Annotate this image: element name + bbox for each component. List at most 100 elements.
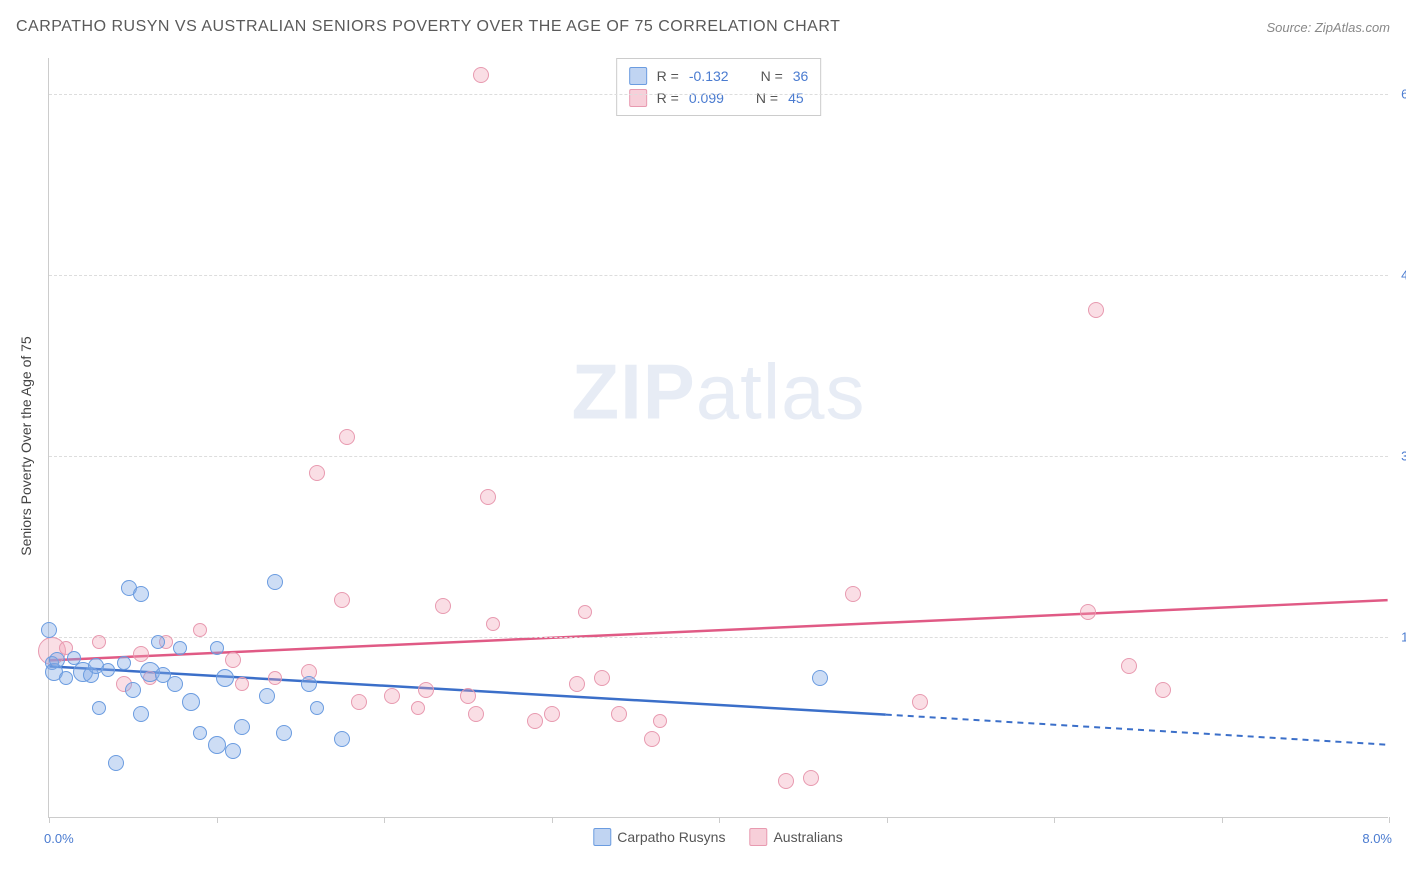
- scatter-point-australians: [334, 592, 350, 608]
- stat-r-value: -0.132: [689, 68, 729, 84]
- scatter-point-carpatho: [125, 682, 141, 698]
- scatter-point-australians: [193, 623, 207, 637]
- y-axis-label: Seniors Poverty Over the Age of 75: [18, 336, 34, 555]
- scatter-point-australians: [235, 677, 249, 691]
- title-bar: CARPATHO RUSYN VS AUSTRALIAN SENIORS POV…: [16, 18, 1390, 36]
- scatter-point-australians: [339, 429, 355, 445]
- x-tick: [1222, 817, 1223, 823]
- stat-n-label: N =: [756, 90, 778, 106]
- grid-line: [49, 94, 1388, 95]
- scatter-point-australians: [92, 635, 106, 649]
- watermark: ZIPatlas: [571, 346, 865, 437]
- stat-r-label: R =: [657, 68, 679, 84]
- scatter-point-carpatho: [173, 641, 187, 655]
- scatter-point-australians: [544, 706, 560, 722]
- scatter-point-australians: [309, 465, 325, 481]
- scatter-point-australians: [468, 706, 484, 722]
- scatter-point-australians: [569, 676, 585, 692]
- scatter-point-australians: [486, 617, 500, 631]
- stat-n-label: N =: [761, 68, 783, 84]
- scatter-point-australians: [480, 489, 496, 505]
- scatter-point-carpatho: [225, 743, 241, 759]
- scatter-point-australians: [351, 694, 367, 710]
- scatter-point-carpatho: [267, 574, 283, 590]
- scatter-point-carpatho: [108, 755, 124, 771]
- scatter-point-australians: [644, 731, 660, 747]
- x-tick: [1389, 817, 1390, 823]
- source-label: Source: ZipAtlas.com: [1266, 20, 1390, 35]
- scatter-point-australians: [418, 682, 434, 698]
- watermark-light: atlas: [696, 347, 866, 435]
- stat-row: R = -0.132 N = 36: [629, 65, 809, 87]
- scatter-point-australians: [778, 773, 794, 789]
- legend-label: Carpatho Rusyns: [617, 829, 725, 845]
- scatter-point-australians: [435, 598, 451, 614]
- x-tick: [49, 817, 50, 823]
- chart-title: CARPATHO RUSYN VS AUSTRALIAN SENIORS POV…: [16, 18, 840, 36]
- scatter-point-carpatho: [117, 656, 131, 670]
- y-tick-label: 15.0%: [1401, 630, 1406, 645]
- scatter-point-carpatho: [216, 669, 234, 687]
- trend-lines: [49, 58, 1388, 817]
- legend-swatch: [593, 828, 611, 846]
- stat-n-value: 45: [788, 90, 804, 106]
- scatter-point-carpatho: [49, 652, 65, 668]
- scatter-point-carpatho: [182, 693, 200, 711]
- scatter-point-australians: [803, 770, 819, 786]
- trend-line-australians: [49, 600, 1387, 660]
- stat-swatch: [629, 89, 647, 107]
- scatter-point-australians: [1080, 604, 1096, 620]
- scatter-point-australians: [845, 586, 861, 602]
- y-tick-label: 30.0%: [1401, 449, 1406, 464]
- series-legend: Carpatho Rusyns Australians: [593, 828, 842, 846]
- scatter-point-carpatho: [133, 586, 149, 602]
- scatter-point-australians: [1088, 302, 1104, 318]
- y-tick-label: 60.0%: [1401, 87, 1406, 102]
- y-tick-label: 45.0%: [1401, 268, 1406, 283]
- scatter-point-australians: [653, 714, 667, 728]
- stat-r-label: R =: [657, 90, 679, 106]
- chart-area: Seniors Poverty Over the Age of 75 ZIPat…: [48, 58, 1388, 818]
- scatter-point-australians: [411, 701, 425, 715]
- scatter-point-carpatho: [276, 725, 292, 741]
- legend-item: Carpatho Rusyns: [593, 828, 725, 846]
- x-tick: [552, 817, 553, 823]
- scatter-point-carpatho: [59, 671, 73, 685]
- scatter-point-australians: [594, 670, 610, 686]
- scatter-point-carpatho: [151, 635, 165, 649]
- stat-r-value: 0.099: [689, 90, 724, 106]
- grid-line: [49, 637, 1388, 638]
- scatter-point-carpatho: [210, 641, 224, 655]
- grid-line: [49, 456, 1388, 457]
- scatter-point-australians: [460, 688, 476, 704]
- scatter-point-australians: [1121, 658, 1137, 674]
- scatter-point-carpatho: [234, 719, 250, 735]
- scatter-point-australians: [384, 688, 400, 704]
- scatter-point-australians: [225, 652, 241, 668]
- stat-n-value: 36: [793, 68, 809, 84]
- watermark-bold: ZIP: [571, 347, 695, 435]
- legend-swatch: [749, 828, 767, 846]
- x-min-label: 0.0%: [44, 831, 74, 846]
- scatter-point-australians: [611, 706, 627, 722]
- scatter-point-australians: [527, 713, 543, 729]
- scatter-point-carpatho: [812, 670, 828, 686]
- scatter-point-carpatho: [41, 622, 57, 638]
- stat-row: R = 0.099 N = 45: [629, 87, 809, 109]
- scatter-point-australians: [578, 605, 592, 619]
- x-tick: [719, 817, 720, 823]
- scatter-point-carpatho: [208, 736, 226, 754]
- stat-swatch: [629, 67, 647, 85]
- trend-line-carpatho-dashed: [886, 715, 1388, 745]
- scatter-point-carpatho: [334, 731, 350, 747]
- x-tick: [1054, 817, 1055, 823]
- scatter-point-carpatho: [133, 706, 149, 722]
- scatter-point-australians: [268, 671, 282, 685]
- grid-line: [49, 275, 1388, 276]
- plot-region: ZIPatlas R = -0.132 N = 36 R = 0.099 N =…: [48, 58, 1388, 818]
- scatter-point-carpatho: [167, 676, 183, 692]
- x-tick: [217, 817, 218, 823]
- scatter-point-australians: [473, 67, 489, 83]
- scatter-point-carpatho: [92, 701, 106, 715]
- scatter-point-carpatho: [310, 701, 324, 715]
